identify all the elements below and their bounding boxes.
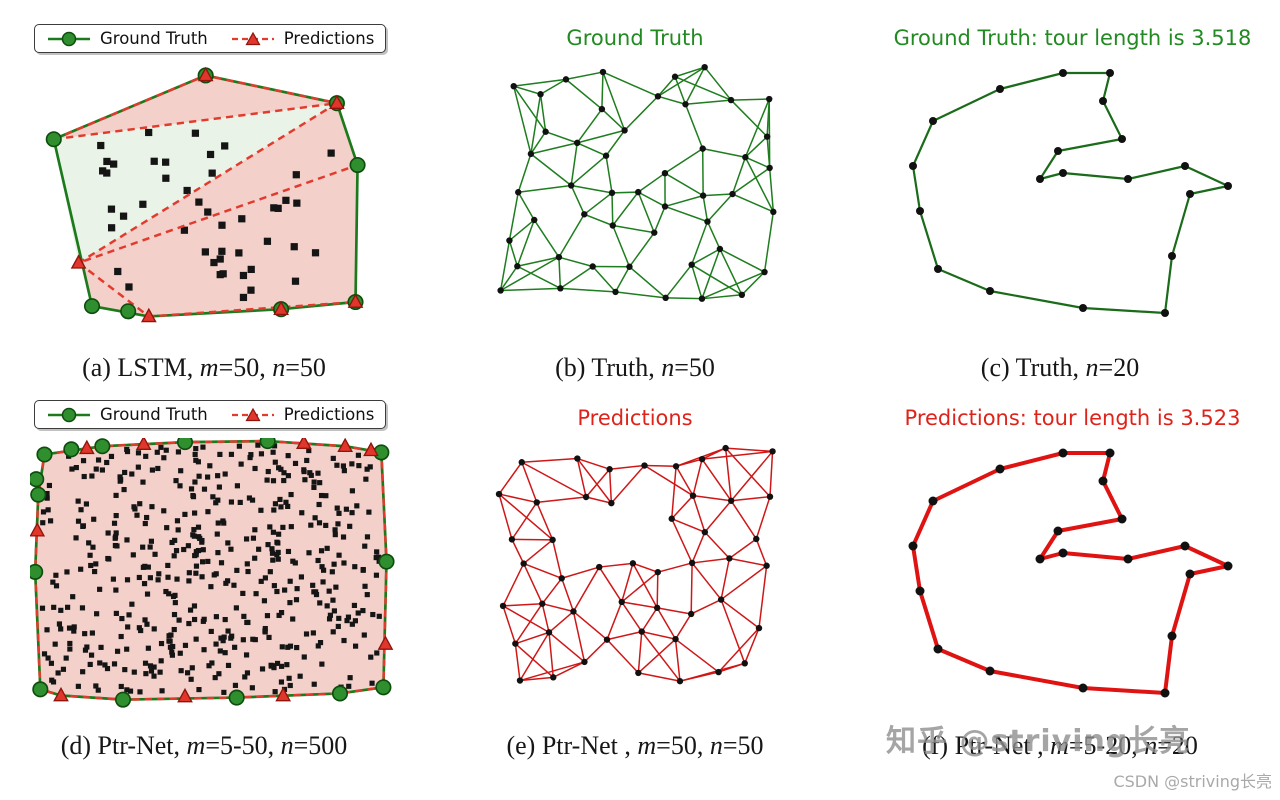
legend-item-ground-truth: Ground Truth	[46, 405, 208, 424]
legend-item-ground-truth: Ground Truth	[46, 29, 208, 48]
caption-b: (b) Truth, n=50	[555, 353, 715, 382]
watermark-csdn: CSDN @striving长亮	[1113, 772, 1272, 791]
title-truth-tour: Ground Truth: tour length is 3.518	[893, 26, 1252, 50]
watermark-zhihu: 知乎 @striving长亮	[886, 724, 1191, 759]
legend-label-ground-truth: Ground Truth	[100, 405, 208, 424]
predictions-marker-icon	[231, 407, 274, 421]
title-pred-tour: Predictions: tour length is 3.523	[904, 406, 1241, 430]
legend-top: Ground Truth Predictions	[34, 24, 387, 53]
caption-f: (f) Ptr-Net , m=5-20, n=20	[922, 731, 1198, 760]
legend-label-ground-truth: Ground Truth	[100, 29, 208, 48]
plot-lstm-convex-hull	[45, 66, 366, 323]
legend-item-predictions: Predictions	[230, 405, 375, 424]
ground-truth-marker-icon	[48, 407, 90, 422]
caption-d: (d) Ptr-Net, m=5-50, n=500	[60, 731, 348, 760]
title-pred-triangulation: Predictions	[577, 406, 693, 430]
ground-truth-marker-icon	[48, 31, 90, 46]
plot-truth-triangulation	[497, 64, 777, 302]
legend-bottom: Ground Truth Predictions	[34, 400, 387, 429]
legend-label-predictions: Predictions	[283, 29, 375, 48]
predictions-marker-icon	[231, 31, 274, 45]
plot-ptrnet-convex-hull	[30, 438, 395, 708]
caption-a: (a) LSTM, m=50, n=50	[82, 353, 326, 382]
legend-item-predictions: Predictions	[230, 29, 375, 48]
caption-c: (c) Truth, n=20	[980, 353, 1140, 382]
legend-label-predictions: Predictions	[283, 405, 375, 424]
caption-e: (e) Ptr-Net , m=50, n=50	[506, 731, 764, 760]
plot-pred-triangulation	[495, 444, 776, 685]
plot-truth-tour	[909, 69, 1232, 317]
title-truth-triangulation: Ground Truth	[566, 26, 704, 50]
plot-pred-tour	[908, 448, 1233, 698]
